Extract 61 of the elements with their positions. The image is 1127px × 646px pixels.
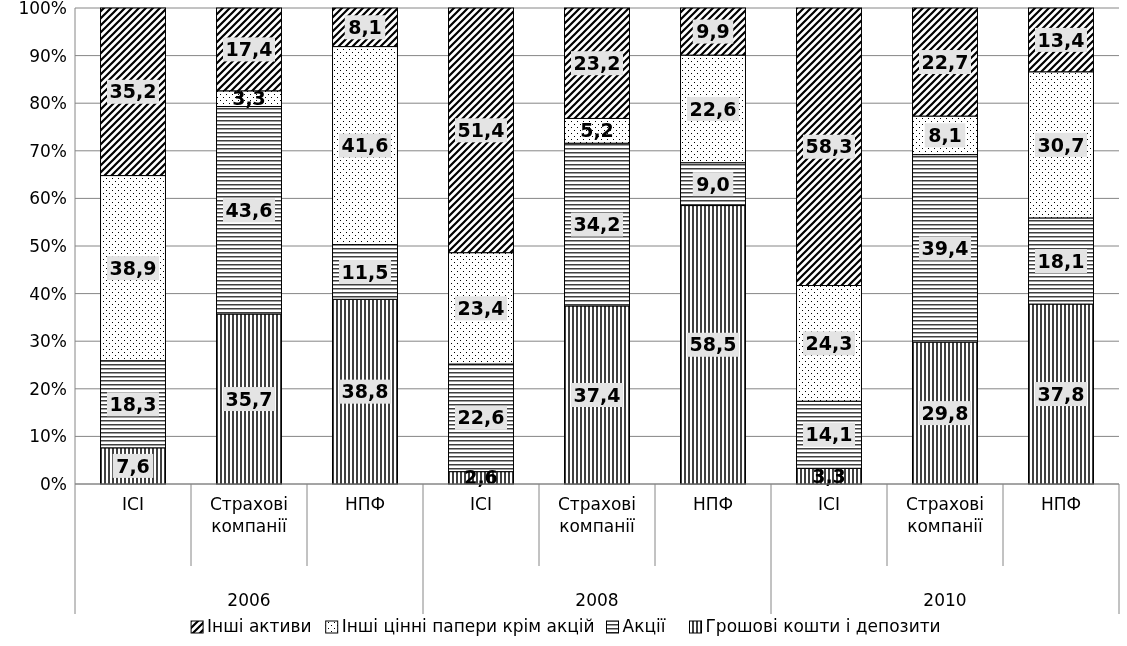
data-label: 37,8 <box>1037 382 1085 405</box>
data-label: 14,1 <box>805 423 853 446</box>
x-tick-label: НПФ <box>344 494 386 514</box>
data-label: 8,1 <box>928 123 962 146</box>
data-label: 39,4 <box>921 237 969 260</box>
data-label: 29,8 <box>921 401 969 424</box>
x-tick-label: Страхові компанії <box>209 494 289 536</box>
y-tick-label: 80% <box>29 93 67 114</box>
data-label: 58,3 <box>805 135 853 158</box>
data-label: 11,5 <box>341 260 389 283</box>
data-label: 23,4 <box>457 297 505 320</box>
data-label: 22,6 <box>457 406 505 429</box>
x-tick-label: ІСІ <box>818 494 840 514</box>
data-label: 5,2 <box>580 119 614 142</box>
legend-label: Інші активи <box>207 616 312 636</box>
y-tick-label: 20% <box>29 378 67 399</box>
data-label: 51,4 <box>457 118 505 141</box>
data-label: 38,8 <box>341 380 389 403</box>
data-label: 43,6 <box>225 198 273 221</box>
text: 2006 <box>227 590 271 610</box>
data-label: 17,4 <box>225 38 273 61</box>
data-label: 23,2 <box>573 51 621 74</box>
data-label: 24,3 <box>805 331 853 354</box>
data-label: 58,5 <box>689 333 737 356</box>
y-tick-label: 40% <box>29 283 67 304</box>
legend-label: Грошові кошти і депозити <box>705 616 941 636</box>
data-label: 8,1 <box>348 15 382 38</box>
x-tick-label: НПФ <box>692 494 734 514</box>
data-label: 35,2 <box>109 80 157 103</box>
y-tick-label: 100% <box>18 0 67 18</box>
data-label: 9,0 <box>696 172 730 195</box>
y-tick-label: 0% <box>40 473 67 494</box>
data-label: 18,1 <box>1037 249 1085 272</box>
y-tick-label: 90% <box>29 45 67 66</box>
data-label: 22,6 <box>689 97 737 120</box>
y-tick-label: 70% <box>29 140 67 161</box>
y-tick-label: 30% <box>29 331 67 352</box>
data-label: 9,9 <box>696 20 730 43</box>
legend-label: Акції <box>622 616 666 636</box>
data-label: 38,9 <box>109 256 157 279</box>
y-tick-label: 10% <box>29 426 67 447</box>
y-tick-label: 60% <box>29 188 67 209</box>
data-label: 35,7 <box>225 387 273 410</box>
x-tick-label: НПФ <box>1040 494 1082 514</box>
legend-label: Інші цінні папери крім акцій <box>341 616 595 636</box>
data-label: 30,7 <box>1037 133 1085 156</box>
y-tick-label: 50% <box>29 235 67 256</box>
x-tick-label: ІСІ <box>470 494 492 514</box>
data-label: 41,6 <box>341 134 389 157</box>
x-tick-label: ІСІ <box>122 494 144 514</box>
x-tick-label: Страхові компанії <box>905 494 985 536</box>
data-label: 7,6 <box>116 454 150 477</box>
data-label: 34,2 <box>573 213 621 236</box>
text: 2010 <box>923 590 967 610</box>
data-label: 13,4 <box>1037 28 1085 51</box>
data-label: 37,4 <box>573 383 621 406</box>
x-tick-label: Страхові компанії <box>557 494 637 536</box>
data-label: 18,3 <box>109 392 157 415</box>
text: 2008 <box>575 590 619 610</box>
data-label: 22,7 <box>921 50 969 73</box>
data-label: 2,6 <box>464 466 498 489</box>
